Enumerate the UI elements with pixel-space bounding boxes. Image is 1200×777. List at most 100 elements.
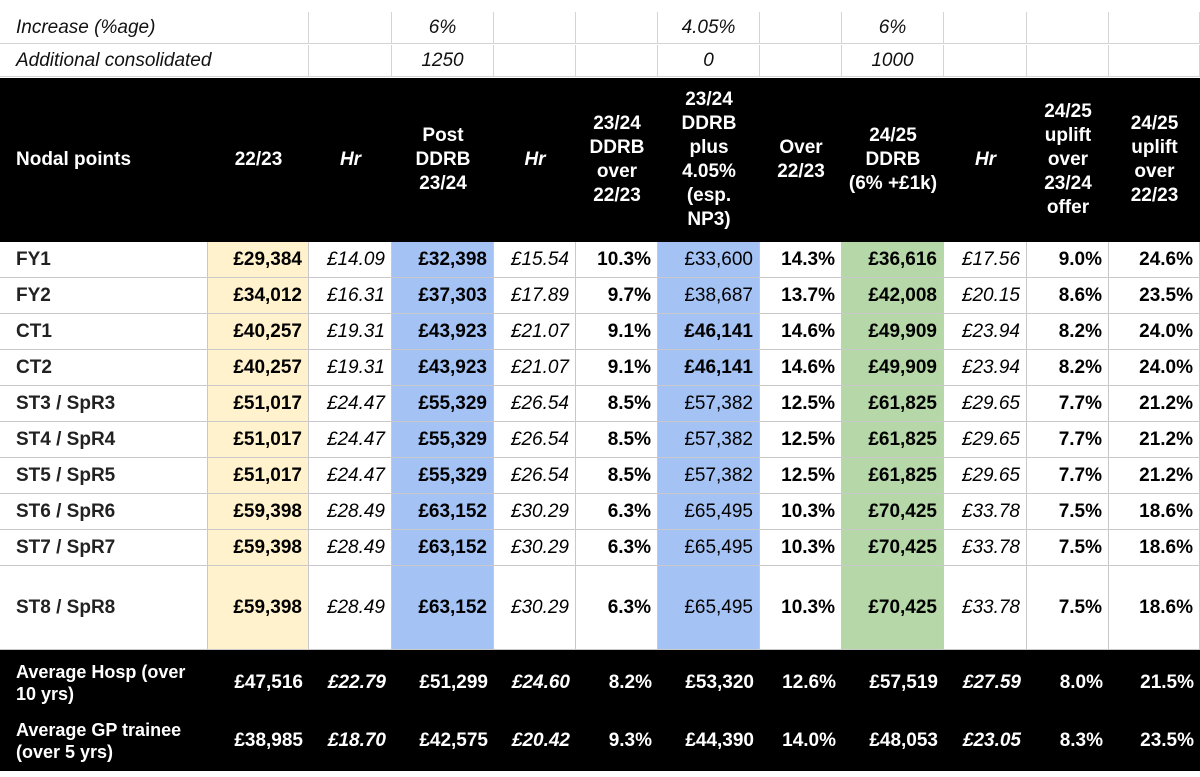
hr-2425-cell[interactable]: £33.78 (944, 566, 1027, 650)
uplift-2425-over-2223-cell[interactable]: 18.6% (1109, 494, 1200, 530)
uplift-2425-over-2324-cell[interactable]: 7.7% (1027, 422, 1109, 458)
uplift-2425-over-2324-cell[interactable] (1027, 45, 1109, 77)
ddrb-plus-405-cell[interactable]: £65,495 (658, 566, 760, 650)
uplift-2425-over-2223-cell[interactable]: 24.0% (1109, 314, 1200, 350)
ddrb-plus-405-cell[interactable]: 0 (658, 45, 760, 77)
over-2223-cell[interactable]: 12.5% (760, 422, 842, 458)
uplift-2425-over-2324-cell[interactable]: 8.2% (1027, 350, 1109, 386)
ddrb-2425-cell[interactable]: 1000 (842, 45, 944, 77)
over-2223-cell[interactable]: 14.6% (760, 350, 842, 386)
salary-2223-cell[interactable]: £47,516 (234, 672, 303, 693)
nodal-point-cell[interactable]: Additional consolidated (0, 45, 309, 77)
post-ddrb-2324-header[interactable]: Post DDRB 23/24 (415, 125, 471, 194)
hr-2223-cell[interactable]: £28.49 (309, 494, 392, 530)
ddrb-2425-cell[interactable]: £49,909 (842, 350, 944, 386)
uplift-2425-over-2223-cell[interactable] (1109, 45, 1200, 77)
nodal-point-cell[interactable]: ST6 / SpR6 (0, 494, 208, 530)
ddrb-2425-cell[interactable]: £49,909 (842, 314, 944, 350)
hr-2324-cell[interactable]: £30.29 (494, 494, 576, 530)
ddrb-plus-405-cell[interactable]: £46,141 (658, 314, 760, 350)
hr-2324-cell[interactable] (494, 45, 576, 77)
uplift-2425-over-2324-cell[interactable]: 7.5% (1027, 566, 1109, 650)
salary-2223-cell[interactable]: £29,384 (208, 242, 309, 278)
hr-2223-cell[interactable]: £18.70 (327, 730, 386, 751)
uplift-2324-over-2223-cell[interactable]: 10.3% (576, 242, 658, 278)
hr-2324-cell[interactable]: £20.42 (511, 730, 570, 751)
post-ddrb-2324-cell[interactable]: £32,398 (392, 242, 494, 278)
over-2223-cell[interactable]: 14.3% (760, 242, 842, 278)
hr-2324-cell[interactable]: £21.07 (494, 350, 576, 386)
ddrb-plus-405-cell[interactable]: £46,141 (658, 350, 760, 386)
over-2223-cell[interactable]: 14.6% (760, 314, 842, 350)
hr-2425-cell[interactable]: £20.15 (944, 278, 1027, 314)
uplift-2425-over-2324-cell[interactable]: 7.7% (1027, 458, 1109, 494)
uplift-2324-over-2223-cell[interactable]: 9.7% (576, 278, 658, 314)
uplift-2425-over-2223-cell[interactable]: 24.0% (1109, 350, 1200, 386)
hr-2223-cell[interactable]: £19.31 (309, 314, 392, 350)
hr-2223-cell[interactable]: £24.47 (309, 422, 392, 458)
salary-2223-cell[interactable]: £59,398 (208, 566, 309, 650)
uplift-2425-over-2223-cell[interactable]: 21.2% (1109, 458, 1200, 494)
salary-2223-cell[interactable]: £51,017 (208, 386, 309, 422)
hr-2324-cell[interactable]: £26.54 (494, 386, 576, 422)
hr-2223-cell[interactable]: £24.47 (309, 458, 392, 494)
ddrb-2425-cell[interactable]: £70,425 (842, 566, 944, 650)
over-2223-cell[interactable]: 14.0% (782, 730, 836, 751)
hr-2223-cell[interactable]: £28.49 (309, 530, 392, 566)
salary-2223-cell[interactable]: £51,017 (208, 458, 309, 494)
post-ddrb-2324-cell[interactable]: £55,329 (392, 422, 494, 458)
ddrb-2425-cell[interactable]: £61,825 (842, 386, 944, 422)
uplift-2425-over-2223-cell[interactable]: 23.5% (1109, 278, 1200, 314)
post-ddrb-2324-cell[interactable]: £42,575 (419, 730, 488, 751)
nodal-point-cell[interactable]: FY2 (0, 278, 208, 314)
uplift-2425-over-2324-cell[interactable]: 8.6% (1027, 278, 1109, 314)
uplift-2425-over-2223-cell[interactable]: 24.6% (1109, 242, 1200, 278)
hr-2223-cell[interactable] (309, 45, 392, 77)
ddrb-2425-cell[interactable]: £42,008 (842, 278, 944, 314)
hr-2324-cell[interactable]: £30.29 (494, 530, 576, 566)
hr-2324-cell[interactable]: £24.60 (511, 672, 570, 693)
hr-2425-cell[interactable]: £23.94 (944, 350, 1027, 386)
hr-2223-cell[interactable]: £24.47 (309, 386, 392, 422)
over-2223-cell[interactable]: 10.3% (760, 566, 842, 650)
uplift-2425-over-2223-cell[interactable]: 23.5% (1140, 730, 1194, 751)
over-2223-cell[interactable]: 13.7% (760, 278, 842, 314)
nodal-point-cell[interactable]: CT2 (0, 350, 208, 386)
uplift-2324-over-2223-cell[interactable]: 9.1% (576, 350, 658, 386)
ddrb-plus-405-cell[interactable]: £33,600 (658, 242, 760, 278)
hr-2425-cell[interactable]: £23.94 (944, 314, 1027, 350)
over-2223-cell[interactable]: 12.6% (782, 672, 836, 693)
over-2223-cell[interactable] (760, 12, 842, 44)
ddrb-2425-cell[interactable]: £48,053 (869, 730, 938, 751)
ddrb-plus-405-cell[interactable]: £44,390 (685, 730, 754, 751)
over-2223-cell[interactable] (760, 45, 842, 77)
hr-2425-cell[interactable]: £33.78 (944, 494, 1027, 530)
post-ddrb-2324-cell[interactable]: £55,329 (392, 386, 494, 422)
ddrb-plus-405-cell[interactable]: £57,382 (658, 386, 760, 422)
hr-2324-cell[interactable]: £21.07 (494, 314, 576, 350)
hr-2324-cell[interactable]: £15.54 (494, 242, 576, 278)
hr-2223-cell[interactable]: £14.09 (309, 242, 392, 278)
salary-2223-cell[interactable]: £51,017 (208, 422, 309, 458)
nodal-point-header[interactable]: Nodal points (16, 149, 132, 170)
uplift-2324-over-2223-cell[interactable] (576, 12, 658, 44)
post-ddrb-2324-cell[interactable]: £43,923 (392, 314, 494, 350)
hr-2223-cell[interactable]: £28.49 (309, 566, 392, 650)
uplift-2324-over-2223-cell[interactable]: 6.3% (576, 494, 658, 530)
ddrb-plus-405-cell[interactable]: £65,495 (658, 530, 760, 566)
post-ddrb-2324-cell[interactable]: £55,329 (392, 458, 494, 494)
uplift-2324-over-2223-cell[interactable] (576, 45, 658, 77)
ddrb-plus-405-header[interactable]: 23/24 DDRB plus 4.05% (esp. NP3) (681, 89, 737, 230)
uplift-2425-over-2223-cell[interactable]: 18.6% (1109, 530, 1200, 566)
salary-2223-cell[interactable]: £38,985 (234, 730, 303, 751)
hr-2223-cell[interactable] (309, 12, 392, 44)
ddrb-2425-cell[interactable]: 6% (842, 12, 944, 44)
hr-2223-header[interactable]: Hr (339, 149, 362, 170)
hr-2324-cell[interactable]: £26.54 (494, 422, 576, 458)
nodal-point-cell[interactable]: ST7 / SpR7 (0, 530, 208, 566)
uplift-2425-over-2324-cell[interactable]: 7.5% (1027, 494, 1109, 530)
uplift-2324-over-2223-cell[interactable]: 9.3% (608, 730, 652, 751)
hr-2425-cell[interactable]: £29.65 (944, 422, 1027, 458)
hr-2223-cell[interactable]: £16.31 (309, 278, 392, 314)
uplift-2425-over-2324-cell[interactable]: 9.0% (1027, 242, 1109, 278)
